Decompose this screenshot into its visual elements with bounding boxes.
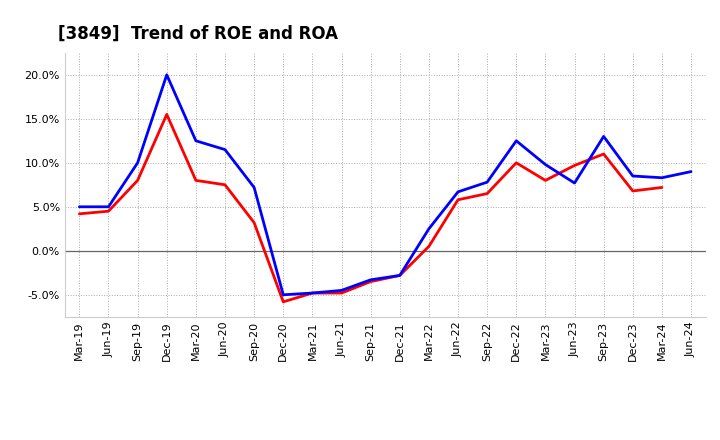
ROE bbox=[570, 163, 579, 168]
ROA bbox=[395, 273, 404, 278]
ROE bbox=[454, 197, 462, 202]
ROE bbox=[308, 290, 317, 296]
ROE bbox=[629, 188, 637, 194]
ROA bbox=[337, 288, 346, 293]
ROA bbox=[220, 147, 229, 152]
ROA bbox=[366, 277, 375, 282]
ROE bbox=[599, 151, 608, 157]
ROA bbox=[454, 189, 462, 194]
ROA bbox=[512, 138, 521, 143]
ROA bbox=[192, 138, 200, 143]
ROA bbox=[75, 204, 84, 209]
ROA bbox=[308, 290, 317, 296]
ROA bbox=[570, 180, 579, 186]
ROE bbox=[337, 290, 346, 296]
ROE bbox=[512, 160, 521, 165]
ROE bbox=[395, 273, 404, 278]
Line: ROE: ROE bbox=[79, 114, 662, 302]
ROE bbox=[133, 178, 142, 183]
ROE bbox=[279, 299, 287, 304]
ROE bbox=[657, 185, 666, 190]
Line: ROA: ROA bbox=[79, 75, 691, 295]
ROE bbox=[220, 182, 229, 187]
ROA bbox=[163, 72, 171, 77]
ROE bbox=[104, 209, 113, 214]
ROA bbox=[483, 180, 492, 185]
ROA bbox=[629, 173, 637, 179]
ROA bbox=[541, 162, 550, 167]
ROA bbox=[657, 175, 666, 180]
ROE bbox=[366, 279, 375, 284]
ROA bbox=[599, 134, 608, 139]
ROE bbox=[75, 211, 84, 216]
ROA bbox=[104, 204, 113, 209]
ROE bbox=[192, 178, 200, 183]
ROA bbox=[279, 292, 287, 297]
ROE bbox=[541, 178, 550, 183]
ROA bbox=[133, 160, 142, 165]
ROE bbox=[483, 191, 492, 196]
ROA bbox=[687, 169, 696, 174]
Text: [3849]  Trend of ROE and ROA: [3849] Trend of ROE and ROA bbox=[58, 25, 338, 43]
ROE bbox=[163, 112, 171, 117]
ROA bbox=[425, 226, 433, 231]
ROE bbox=[250, 220, 258, 225]
ROA bbox=[250, 185, 258, 190]
ROE bbox=[425, 244, 433, 249]
